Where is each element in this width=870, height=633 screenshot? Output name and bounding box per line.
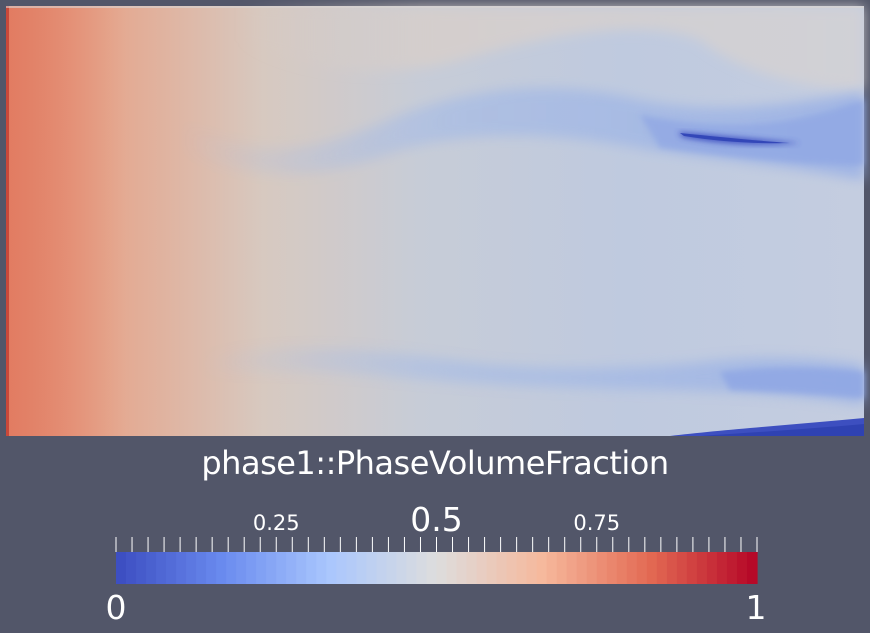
colorbar-swatch xyxy=(276,552,287,584)
colorbar-swatch xyxy=(126,552,137,584)
colorbar-swatch xyxy=(376,552,388,584)
colorbar-swatch xyxy=(196,552,207,584)
colorbar-swatch xyxy=(326,552,337,584)
colorbar-swatch xyxy=(476,552,488,584)
colorbar-swatch xyxy=(286,552,297,584)
colorbar-title: phase1::PhaseVolumeFraction xyxy=(201,444,669,482)
colorbar-swatch xyxy=(296,552,307,584)
colorbar-swatch xyxy=(706,552,718,584)
colorbar-swatch xyxy=(116,552,127,584)
colorbar-swatch xyxy=(406,552,418,584)
colorbar-swatch xyxy=(346,552,357,584)
colorbar-swatch xyxy=(576,552,588,584)
colorbar-swatch xyxy=(436,552,448,584)
colorbar-swatch xyxy=(506,552,518,584)
colorbar-swatch xyxy=(606,552,618,584)
colorbar-swatch xyxy=(316,552,327,584)
phase-fraction-field xyxy=(6,6,864,436)
colorbar-swatch xyxy=(566,552,578,584)
colorbar-tick-label: 0.25 xyxy=(252,511,300,535)
colorbar-swatch xyxy=(186,552,197,584)
colorbar-swatch xyxy=(636,552,648,584)
colorbar-swatch xyxy=(716,552,728,584)
colorbar-swatch xyxy=(246,552,257,584)
colorbar-swatch xyxy=(256,552,267,584)
colorbar-swatch xyxy=(596,552,608,584)
colorbar-min-label: 0 xyxy=(105,588,127,627)
colorbar-swatch xyxy=(626,552,638,584)
colorbar-swatch xyxy=(216,552,227,584)
colorbar-swatch xyxy=(356,552,367,584)
colorbar-swatch xyxy=(586,552,598,584)
colorbar-swatch xyxy=(696,552,708,584)
colorbar-swatch xyxy=(226,552,237,584)
colorbar-swatch xyxy=(536,552,548,584)
colorbar-swatch xyxy=(396,552,408,584)
colorbar-swatch xyxy=(336,552,347,584)
colorbar-tick-label: 0.75 xyxy=(573,511,621,535)
colorbar-swatch xyxy=(426,552,438,584)
colorbar-swatch xyxy=(496,552,508,584)
colorbar-swatch xyxy=(616,552,628,584)
colorbar[interactable] xyxy=(0,530,870,590)
colorbar-swatch xyxy=(546,552,558,584)
colorbar-swatch xyxy=(646,552,658,584)
colorbar-swatch xyxy=(526,552,538,584)
colorbar-swatch xyxy=(666,552,678,584)
render-viewport[interactable] xyxy=(0,0,870,440)
colorbar-swatch xyxy=(146,552,157,584)
colorbar-swatch xyxy=(556,552,568,584)
colorbar-swatch xyxy=(466,552,478,584)
colorbar-swatch xyxy=(676,552,688,584)
colorbar-swatch xyxy=(266,552,277,584)
colorbar-swatch xyxy=(516,552,528,584)
colorbar-swatch xyxy=(686,552,698,584)
colorbar-swatches xyxy=(116,552,758,584)
colorbar-swatch xyxy=(656,552,668,584)
colorbar-swatch xyxy=(206,552,217,584)
colorbar-swatch xyxy=(306,552,317,584)
colorbar-swatch xyxy=(136,552,147,584)
colorbar-swatch xyxy=(726,552,738,584)
colorbar-swatch xyxy=(366,552,378,584)
colorbar-swatch xyxy=(166,552,177,584)
colorbar-swatch xyxy=(156,552,167,584)
colorbar-max-label: 1 xyxy=(745,588,767,627)
colorbar-swatch xyxy=(456,552,468,584)
colorbar-swatch xyxy=(176,552,187,584)
colorbar-tick-label: 0.5 xyxy=(410,500,463,539)
colorbar-swatch xyxy=(736,552,748,584)
colorbar-swatch xyxy=(386,552,398,584)
colorbar-swatch xyxy=(416,552,428,584)
colorbar-swatch xyxy=(446,552,458,584)
colorbar-minor-ticks xyxy=(115,537,758,552)
colorbar-swatch xyxy=(236,552,247,584)
colorbar-swatch xyxy=(746,552,758,584)
colorbar-swatch xyxy=(486,552,498,584)
